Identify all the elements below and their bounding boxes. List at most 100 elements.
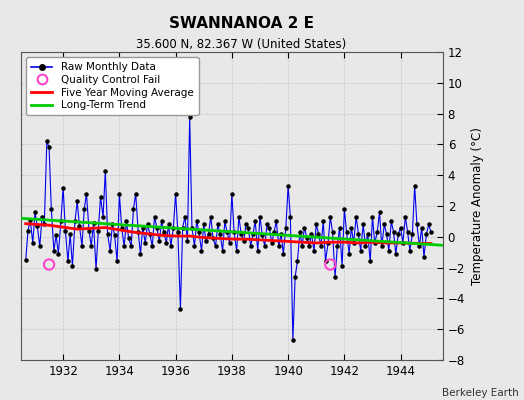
Point: [256, 214, 264, 220]
Point: [380, 221, 388, 228]
Point: [66, 230, 74, 237]
Point: [150, 214, 159, 220]
Point: [36, 243, 44, 249]
Point: [85, 228, 93, 234]
Text: SWANNANOA 2 E: SWANNANOA 2 E: [169, 16, 313, 31]
Point: [427, 229, 435, 235]
Point: [260, 243, 269, 249]
Point: [401, 214, 410, 220]
Point: [200, 221, 208, 228]
Point: [418, 224, 426, 231]
Legend: Raw Monthly Data, Quality Control Fail, Five Year Moving Average, Long-Term Tren: Raw Monthly Data, Quality Control Fail, …: [26, 57, 199, 116]
Point: [64, 258, 72, 265]
Point: [111, 232, 119, 238]
Point: [254, 248, 262, 254]
Point: [47, 206, 56, 212]
Point: [279, 250, 288, 257]
Point: [42, 138, 51, 144]
Point: [298, 243, 307, 249]
Point: [420, 254, 428, 260]
Point: [115, 190, 124, 197]
Point: [289, 337, 297, 343]
Point: [24, 228, 32, 234]
Point: [293, 258, 302, 265]
Point: [99, 214, 107, 220]
Point: [129, 206, 138, 212]
Point: [82, 190, 91, 197]
Point: [73, 198, 81, 204]
Point: [198, 248, 206, 254]
Point: [246, 243, 255, 249]
Point: [92, 266, 100, 272]
Point: [38, 214, 46, 220]
Point: [340, 206, 348, 212]
Point: [375, 209, 384, 215]
Point: [347, 224, 356, 231]
Point: [338, 263, 346, 269]
Point: [162, 240, 170, 246]
Point: [185, 114, 194, 120]
Point: [326, 214, 334, 220]
Point: [206, 214, 215, 220]
Point: [136, 250, 145, 257]
Point: [157, 218, 166, 225]
Point: [148, 243, 157, 249]
Point: [80, 206, 89, 212]
Point: [242, 221, 250, 228]
Point: [324, 240, 332, 246]
Point: [45, 261, 53, 268]
Point: [383, 230, 391, 237]
Point: [179, 224, 187, 231]
Point: [424, 221, 433, 228]
Point: [169, 224, 178, 231]
Point: [144, 221, 152, 228]
Text: Berkeley Earth: Berkeley Earth: [442, 388, 519, 398]
Point: [167, 243, 175, 249]
Point: [403, 229, 412, 235]
Point: [364, 230, 372, 237]
Point: [319, 218, 328, 225]
Point: [176, 306, 184, 312]
Point: [117, 224, 126, 231]
Point: [321, 258, 330, 265]
Point: [45, 144, 53, 151]
Point: [96, 194, 105, 200]
Point: [61, 228, 70, 234]
Point: [171, 190, 180, 197]
Point: [310, 248, 318, 254]
Point: [101, 167, 110, 174]
Point: [223, 229, 231, 235]
Point: [356, 248, 365, 254]
Point: [165, 221, 173, 228]
Point: [387, 218, 396, 225]
Point: [192, 218, 201, 225]
Point: [146, 230, 154, 237]
Point: [237, 230, 245, 237]
Point: [94, 228, 103, 234]
Point: [342, 229, 351, 235]
Point: [230, 229, 238, 235]
Point: [258, 232, 266, 238]
Point: [211, 243, 220, 249]
Point: [385, 248, 393, 254]
Point: [141, 240, 149, 246]
Point: [57, 218, 65, 225]
Point: [378, 243, 386, 249]
Point: [352, 214, 361, 220]
Point: [221, 218, 229, 225]
Point: [359, 221, 367, 228]
Point: [300, 224, 309, 231]
Point: [422, 230, 431, 237]
Point: [249, 230, 257, 237]
Point: [225, 240, 234, 246]
Point: [326, 261, 334, 268]
Point: [125, 235, 133, 242]
Point: [239, 238, 248, 245]
Point: [209, 235, 217, 242]
Point: [345, 250, 353, 257]
Point: [181, 214, 189, 220]
Point: [361, 243, 369, 249]
Point: [214, 221, 222, 228]
Point: [394, 230, 402, 237]
Point: [350, 240, 358, 246]
